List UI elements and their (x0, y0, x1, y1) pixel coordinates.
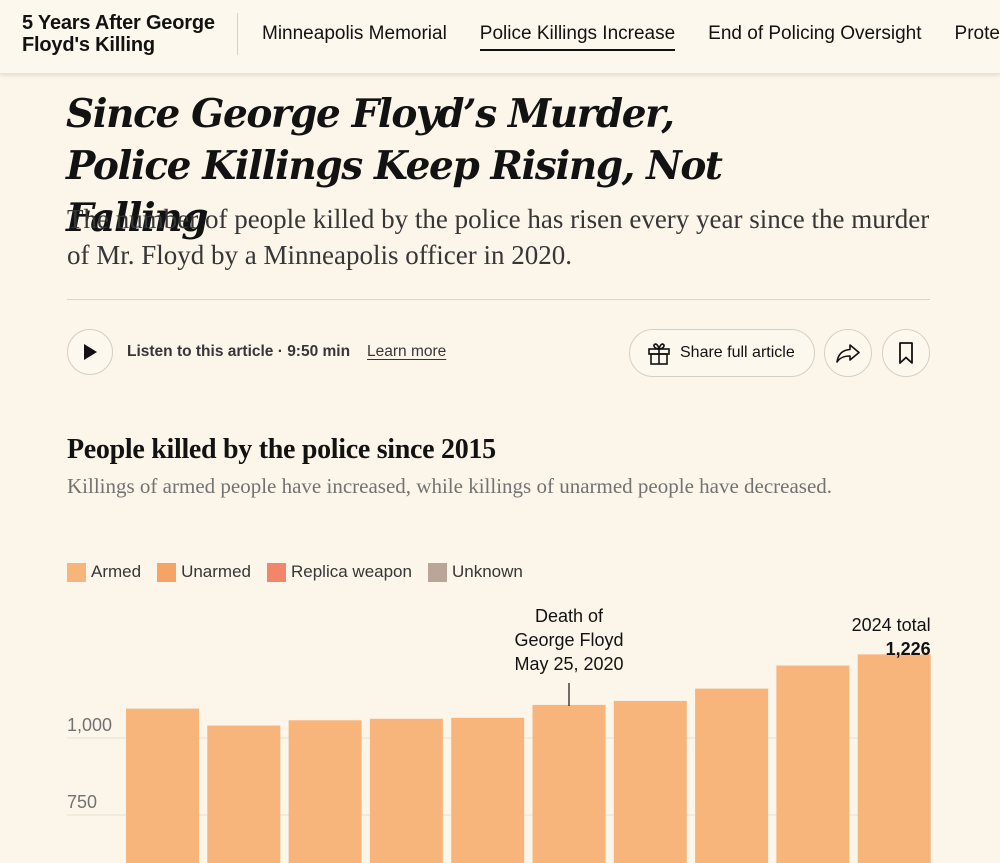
legend-item-replica-weapon: Replica weapon (267, 562, 412, 582)
learn-more-link[interactable]: Learn more (367, 343, 447, 360)
nav-divider (237, 13, 238, 55)
bar-chart: 750 1,000 (67, 654, 931, 863)
series-nav-links: Minneapolis Memorial Police Killings Inc… (262, 22, 1000, 51)
share-full-article-button[interactable]: Share full article (629, 329, 815, 377)
total-label-value: 1,226 (885, 639, 931, 659)
bar-2023[interactable] (776, 665, 850, 863)
bookmark-icon (899, 342, 913, 364)
chart-legend: Armed Unarmed Replica weapon Unknown (67, 562, 539, 582)
play-audio-button[interactable] (67, 329, 113, 375)
legend-item-unarmed: Unarmed (157, 562, 251, 582)
nav-link-police-killings-increase[interactable]: Police Killings Increase (479, 22, 676, 51)
bar-2022[interactable] (695, 688, 769, 863)
bar-2020[interactable] (532, 704, 606, 863)
bar-2024[interactable] (857, 654, 931, 863)
legend-swatch-armed (67, 562, 86, 582)
nav-link-protests[interactable]: Prote (954, 23, 1000, 44)
share-arrow-icon (836, 344, 860, 363)
save-bookmark-button[interactable] (882, 329, 930, 377)
bar-2018[interactable] (369, 718, 443, 863)
annotation-line-1: Death of (534, 606, 604, 626)
nav-link-minneapolis-memorial[interactable]: Minneapolis Memorial (262, 23, 447, 44)
legend-label-armed: Armed (91, 562, 142, 581)
legend-label-replica-weapon: Replica weapon (291, 562, 412, 581)
legend-swatch-unarmed (157, 562, 177, 582)
annotation-line-2: George Floyd (514, 630, 624, 650)
gift-icon (648, 343, 670, 365)
series-title[interactable]: 5 Years After George Floyd's Killing (22, 12, 215, 56)
legend-swatch-unknown (427, 562, 447, 582)
chart-total-label: 2024 total 1,226 (791, 613, 931, 661)
bar-2019[interactable] (451, 717, 525, 863)
article-summary: The number of people killed by the polic… (67, 204, 930, 270)
share-label: Share full article (680, 344, 795, 361)
bar-2017[interactable] (288, 720, 362, 863)
legend-swatch-replica-weapon (267, 562, 286, 582)
legend-item-unknown: Unknown (427, 562, 523, 582)
share-button[interactable] (824, 329, 872, 377)
legend-label-unknown: Unknown (451, 562, 523, 581)
play-icon (84, 344, 97, 360)
listen-label: Listen to this article · 9:50 min (127, 343, 351, 360)
bar-2015[interactable] (126, 708, 199, 863)
header-divider (67, 299, 930, 300)
bar-2021[interactable] (613, 700, 687, 863)
y-tick-label-1000: 1,000 (67, 715, 112, 735)
bar-2016[interactable] (207, 725, 281, 863)
legend-item-armed: Armed (67, 562, 141, 582)
nav-link-end-of-policing-oversight[interactable]: End of Policing Oversight (708, 23, 922, 44)
chart-title: People killed by the police since 2015 (67, 434, 496, 465)
legend-label-unarmed: Unarmed (181, 562, 251, 581)
top-navigation: 5 Years After George Floyd's Killing Min… (0, 0, 1000, 74)
y-tick-label-750: 750 (67, 792, 97, 812)
article-headline: Since George Floyd’s Murder, Police Kill… (66, 91, 723, 241)
chart-subtitle: Killings of armed people have increased,… (67, 474, 833, 498)
chart-annotation-floyd: Death of George Floyd May 25, 2020 (489, 604, 649, 676)
total-label-text: 2024 total (851, 615, 931, 635)
annotation-line-3: May 25, 2020 (514, 654, 624, 674)
